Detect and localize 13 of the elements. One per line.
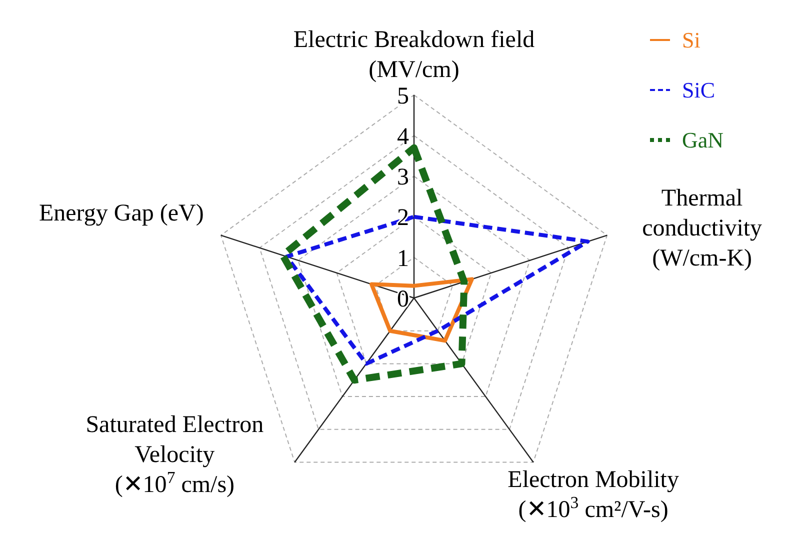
y-tick-label: 0 <box>397 286 409 312</box>
spoke-label: Electric Breakdown field (MV/cm) <box>293 27 535 83</box>
y-tick-label: 3 <box>397 164 409 191</box>
legend-label: GaN <box>682 128 724 153</box>
spoke-label: Electron Mobility (✕10$^{3}$ cm²/V-s) <box>508 467 679 524</box>
spoke-label: Energy Gap (eV) <box>38 200 204 226</box>
y-tick-label: 5 <box>397 83 409 110</box>
spoke-label: Saturated Electron Velocity (✕10$^{7}$ cm/s) <box>86 412 264 498</box>
legend-label: SiC <box>682 78 716 103</box>
legend-label: Si <box>682 28 700 53</box>
spoke-label: Thermal conductivity (W/cm-K) <box>642 185 762 272</box>
y-tick-label: 1 <box>397 246 409 272</box>
y-tick-label: 4 <box>397 124 409 150</box>
